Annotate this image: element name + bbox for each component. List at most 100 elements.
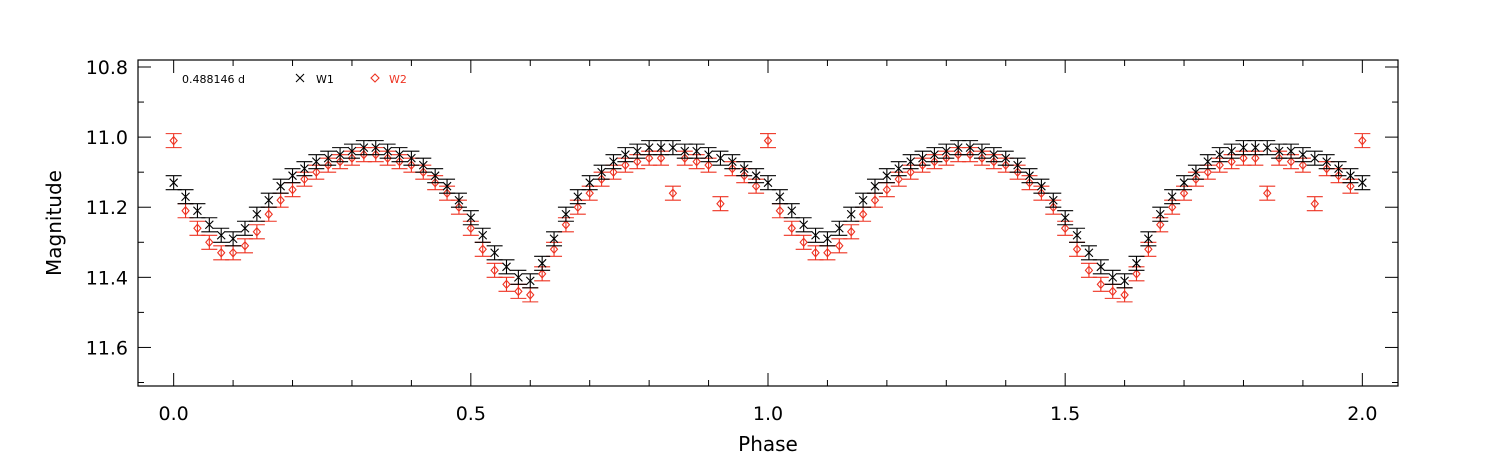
marker-x-stroke — [1357, 178, 1367, 188]
marker-x-stroke — [977, 146, 987, 156]
marker-diamond — [1084, 265, 1094, 276]
marker-x-stroke — [204, 220, 214, 230]
marker-diamond — [1274, 153, 1284, 163]
marker-x-stroke — [1215, 150, 1225, 160]
w1-point — [486, 245, 503, 261]
marker-x-stroke — [1334, 164, 1343, 174]
w1-point — [1259, 140, 1276, 156]
x-tick-label: 1.0 — [753, 403, 783, 425]
w1-point — [1057, 210, 1074, 226]
marker-diamond — [466, 223, 476, 234]
w2-point — [664, 185, 681, 201]
marker-diamond — [1179, 188, 1189, 199]
marker-x-stroke — [1322, 157, 1332, 167]
marker-x-stroke — [597, 167, 606, 177]
x-tick-label: 0.5 — [456, 403, 486, 425]
marker-diamond — [169, 135, 178, 146]
marker-x-stroke — [549, 234, 559, 244]
marker-x-stroke — [1262, 143, 1272, 153]
marker-diamond — [597, 174, 606, 185]
marker-diamond — [858, 209, 868, 220]
marker-x-stroke — [371, 143, 381, 153]
marker-diamond — [1191, 174, 1201, 185]
legend-w1-label: W1 — [316, 73, 334, 86]
marker-x-stroke — [763, 178, 773, 188]
marker-diamond — [1346, 181, 1355, 192]
w1-point — [1069, 227, 1086, 243]
w2-point — [1092, 276, 1109, 292]
marker-x-stroke — [513, 272, 523, 282]
marker-x-stroke — [609, 157, 618, 167]
marker-diamond — [1156, 219, 1165, 230]
marker-x-stroke — [680, 146, 690, 156]
marker-diamond — [1263, 188, 1272, 199]
marker-x-stroke — [276, 181, 286, 191]
w1-point — [427, 168, 444, 184]
w1-point — [1104, 269, 1121, 285]
marker-x-stroke — [347, 146, 357, 156]
w1-point — [926, 147, 943, 163]
marker-x-stroke — [478, 230, 488, 240]
w1-point — [973, 143, 990, 159]
marker-diamond — [1001, 160, 1010, 170]
marker-diamond — [739, 170, 749, 181]
marker-diamond — [537, 268, 547, 279]
marker-diamond — [419, 167, 428, 178]
w1-point — [462, 210, 479, 226]
w1-point — [1223, 143, 1240, 159]
marker-diamond — [502, 279, 511, 290]
w2-point — [498, 276, 515, 292]
w2-point — [1128, 266, 1145, 282]
w1-point — [1128, 255, 1145, 271]
marker-x-stroke — [1048, 195, 1058, 205]
y-tick-label: 11.0 — [86, 127, 128, 149]
marker-diamond — [252, 226, 262, 237]
w1-point — [450, 192, 467, 208]
w1-point — [1306, 150, 1323, 166]
marker-diamond — [240, 240, 250, 251]
marker-x-stroke — [407, 153, 416, 163]
w1-point — [546, 231, 563, 247]
marker-x-stroke — [1060, 213, 1070, 223]
marker-diamond — [561, 219, 571, 230]
w1-point — [795, 217, 812, 233]
x-tick-label: 0.0 — [159, 403, 189, 425]
marker-diamond — [930, 156, 939, 167]
w1-point — [415, 157, 432, 173]
marker-diamond — [906, 167, 915, 178]
marker-x-stroke — [395, 150, 404, 160]
w1-point — [736, 161, 753, 177]
marker-x-stroke — [834, 223, 844, 233]
marker-x-stroke — [1132, 258, 1141, 268]
y-tick-label: 11.6 — [86, 337, 128, 359]
w1-point — [1092, 259, 1109, 275]
marker-x-stroke — [335, 150, 345, 160]
marker-diamond — [1286, 156, 1296, 167]
marker-diamond — [1108, 286, 1117, 297]
w1-point — [379, 143, 396, 159]
marker-diamond — [835, 240, 844, 251]
marker-diamond — [846, 226, 856, 237]
w1-point — [284, 168, 301, 184]
marker-x-stroke — [1096, 262, 1106, 272]
marker-x-stroke — [989, 150, 999, 160]
x-tick-label: 2.0 — [1347, 403, 1377, 425]
marker-diamond — [1025, 177, 1034, 188]
marker-diamond — [1215, 160, 1224, 170]
marker-diamond — [1096, 279, 1106, 290]
marker-diamond — [1037, 188, 1046, 199]
marker-x-stroke — [383, 146, 393, 156]
w1-point — [308, 154, 325, 170]
marker-diamond — [716, 198, 725, 209]
marker-diamond — [490, 265, 499, 276]
w2-point — [248, 224, 265, 240]
marker-x-stroke — [930, 150, 939, 160]
marker-x-stroke — [811, 230, 820, 240]
marker-x-stroke — [300, 164, 309, 174]
w1-point — [962, 140, 979, 156]
w2-point — [795, 234, 812, 250]
w1-point — [1164, 189, 1181, 205]
marker-diamond — [347, 153, 357, 163]
marker-x-stroke — [264, 195, 274, 205]
marker-diamond — [526, 290, 535, 300]
